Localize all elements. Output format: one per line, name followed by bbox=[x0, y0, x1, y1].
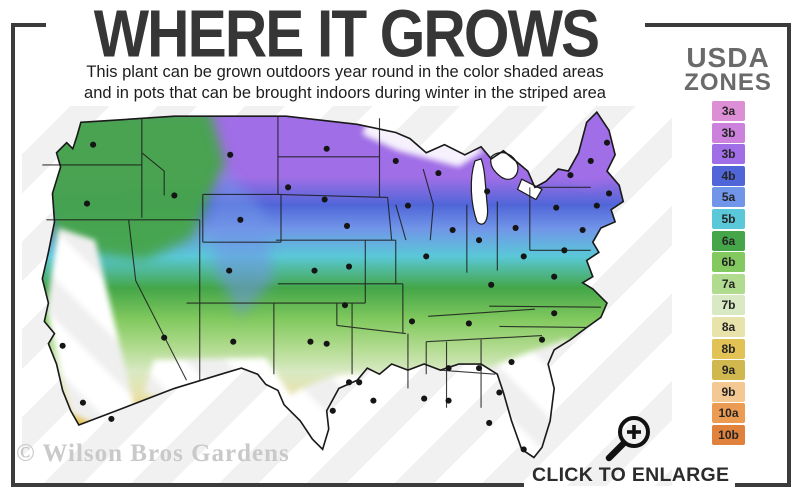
city-dot bbox=[230, 338, 237, 345]
city-dot bbox=[587, 157, 594, 164]
zone-swatch-3a: 3a bbox=[712, 101, 745, 122]
zone-swatch-3b: 3b bbox=[712, 122, 745, 143]
city-dot bbox=[449, 226, 456, 234]
city-dot bbox=[423, 253, 430, 260]
city-dot bbox=[171, 192, 178, 199]
zone-swatch-6b: 6b bbox=[712, 252, 745, 273]
city-dot bbox=[421, 395, 428, 402]
zone-swatch-6a: 6a bbox=[712, 230, 745, 251]
city-dot bbox=[161, 334, 168, 341]
zone-swatch-5b: 5b bbox=[712, 208, 745, 230]
city-dot bbox=[321, 196, 328, 203]
city-dot bbox=[551, 273, 558, 280]
us-hardiness-map[interactable] bbox=[22, 106, 672, 486]
state-borders bbox=[42, 116, 601, 408]
city-dot bbox=[108, 415, 115, 422]
city-dot bbox=[605, 190, 613, 197]
frame-border bbox=[11, 483, 524, 487]
zone-shading bbox=[42, 112, 624, 458]
city-dot bbox=[561, 247, 568, 254]
city-dot bbox=[486, 419, 493, 426]
city-dot bbox=[356, 379, 363, 386]
city-dot bbox=[392, 157, 399, 164]
city-dot bbox=[83, 200, 91, 207]
city-dot bbox=[508, 358, 515, 366]
city-dots bbox=[59, 139, 613, 453]
city-dot bbox=[512, 224, 519, 231]
city-dot bbox=[445, 397, 452, 404]
city-dot bbox=[475, 237, 483, 244]
city-dot bbox=[329, 407, 336, 414]
city-dot bbox=[79, 399, 86, 406]
page-title: WHERE IT GROWS bbox=[93, 0, 600, 72]
us-outline bbox=[41, 110, 625, 459]
city-dot bbox=[226, 267, 233, 274]
city-dot bbox=[538, 336, 546, 343]
striped-region-california bbox=[46, 227, 136, 432]
city-dot bbox=[579, 226, 586, 234]
city-dot bbox=[465, 320, 472, 327]
click-to-enlarge-button[interactable]: CLICK TO ENLARGE bbox=[532, 464, 730, 486]
city-dot bbox=[408, 318, 416, 325]
legend-title-zones: ZONES bbox=[684, 69, 772, 96]
zone-swatch-10b: 10b bbox=[712, 424, 745, 445]
frame-border bbox=[645, 23, 791, 27]
city-dot bbox=[59, 342, 66, 349]
city-dot bbox=[285, 184, 292, 191]
zone-swatch-7a: 7a bbox=[712, 273, 745, 294]
city-dot bbox=[343, 222, 351, 229]
city-dot bbox=[553, 204, 560, 211]
us-map-svg bbox=[41, 110, 625, 459]
frame-border bbox=[11, 23, 15, 487]
city-dot bbox=[345, 263, 353, 270]
zone-swatch-3b: 3b bbox=[712, 144, 745, 165]
zone-swatch-9a: 9a bbox=[712, 360, 745, 381]
city-dot bbox=[567, 172, 574, 179]
city-dot bbox=[435, 170, 442, 177]
city-dot bbox=[496, 389, 503, 396]
city-dot bbox=[404, 202, 411, 209]
frame-border bbox=[735, 483, 791, 487]
city-dot bbox=[520, 446, 527, 453]
magnifier-zoom-in-icon[interactable] bbox=[601, 413, 659, 470]
city-dot bbox=[593, 202, 600, 209]
city-dot bbox=[475, 365, 483, 372]
city-dot bbox=[603, 139, 611, 146]
frame-border bbox=[11, 23, 46, 27]
city-dot bbox=[323, 145, 330, 152]
city-dot bbox=[311, 267, 318, 274]
city-dot bbox=[520, 253, 527, 260]
city-dot bbox=[488, 281, 495, 288]
city-dot bbox=[551, 310, 558, 317]
city-dot bbox=[307, 338, 314, 345]
city-dot bbox=[323, 340, 330, 347]
city-dot bbox=[90, 141, 97, 148]
city-dot bbox=[370, 397, 377, 404]
city-dot bbox=[341, 302, 349, 309]
watermark: © Wilson Bros Gardens bbox=[16, 440, 290, 467]
subtitle-line-1: This plant can be grown outdoors year ro… bbox=[86, 63, 604, 81]
subtitle-line-2: and in pots that can be brought indoors … bbox=[84, 84, 606, 102]
zone-swatch-9b: 9b bbox=[712, 381, 745, 402]
frame-border bbox=[787, 23, 791, 487]
city-dot bbox=[345, 379, 353, 386]
zone-swatch-4b: 4b bbox=[712, 165, 745, 186]
city-dot bbox=[484, 188, 491, 195]
great-lakes bbox=[470, 152, 543, 225]
usda-zones-legend: 3a 3b 3b 4b 5a 5b 6a 6b 7a 7b 8a 8b 9a 9b 10a 10b bbox=[712, 101, 745, 447]
legend-title-usda: USDA bbox=[686, 42, 770, 73]
city-dot bbox=[227, 151, 234, 158]
usda-zones-legend-title: USDA ZONES bbox=[664, 44, 792, 95]
zone-swatch-5a: 5a bbox=[712, 187, 745, 208]
zone-swatch-7b: 7b bbox=[712, 295, 745, 316]
zone-swatch-8b: 8b bbox=[712, 338, 745, 359]
zone-swatch-10a: 10a bbox=[712, 403, 745, 424]
city-dot bbox=[445, 365, 452, 372]
zone-swatch-8a: 8a bbox=[712, 316, 745, 338]
city-dot bbox=[237, 216, 244, 223]
subtitle: This plant can be grown outdoors year ro… bbox=[25, 62, 665, 104]
